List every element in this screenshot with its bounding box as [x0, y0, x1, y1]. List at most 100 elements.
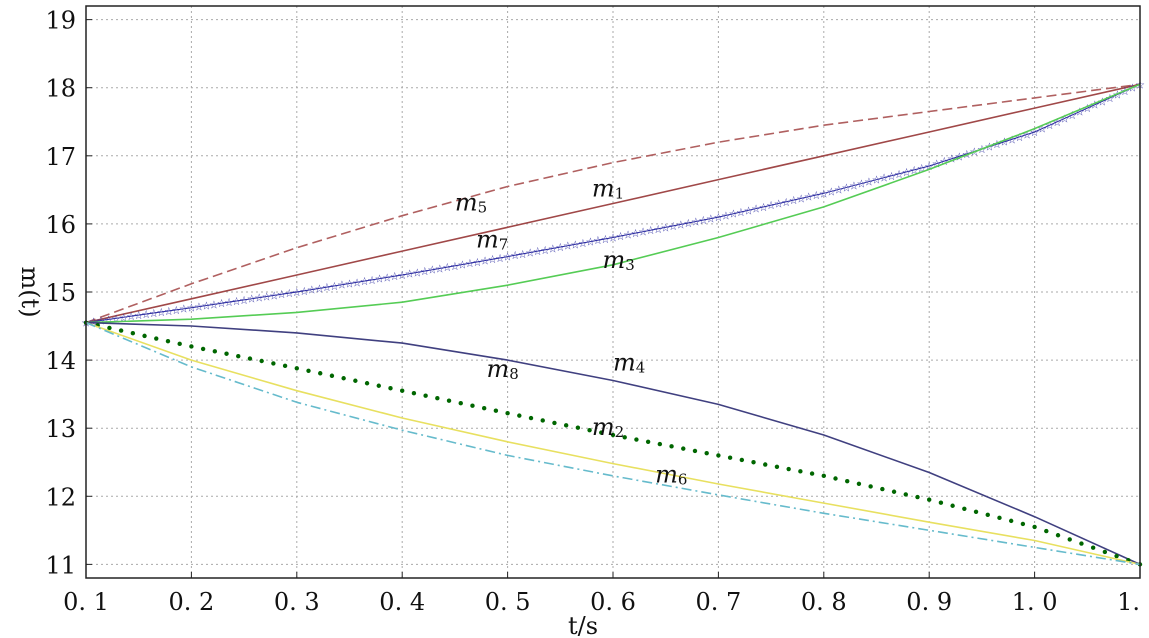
series-marker-m7: ☆	[698, 214, 708, 227]
series-marker-m8	[856, 481, 862, 487]
series-marker-m7: ☆	[857, 178, 867, 191]
series-marker-m7: ☆	[525, 247, 535, 260]
series-line-m6	[85, 321, 1141, 566]
series-marker-m8	[388, 386, 393, 391]
series-marker-m7: ☆	[1105, 92, 1115, 105]
series-marker-m7: ☆	[360, 275, 370, 288]
series-marker-m7: ☆	[186, 302, 196, 315]
series-marker-m8	[973, 509, 979, 514]
series-marker-m7: ☆	[954, 150, 964, 163]
series-marker-m7: ☆	[284, 287, 294, 300]
series-m8	[83, 320, 1143, 567]
series-marker-m7: ☆	[1000, 136, 1010, 149]
x-axis-ticks: 0. 1 0. 2 0. 3 0. 4 0. 5 0. 6 0. 7 0. 8 0. 9 1. 0…	[63, 572, 1149, 616]
series-marker-m7: ☆	[1045, 119, 1055, 132]
series-marker-m8	[458, 401, 463, 406]
series-marker-m8	[446, 398, 452, 403]
series-marker-m8	[927, 497, 932, 502]
series-marker-m7: ☆	[224, 296, 234, 309]
series-marker-m8	[200, 346, 206, 352]
series-marker-m8	[1020, 521, 1026, 527]
series-line-m4	[85, 321, 1141, 566]
series-marker-m7: ☆	[909, 164, 919, 177]
series-marker-m8	[306, 368, 311, 373]
series-marker-m8	[880, 486, 885, 492]
series-marker-m8	[271, 361, 276, 366]
series-label-main: m	[602, 246, 625, 274]
series-marker-m7: ☆	[894, 168, 904, 181]
series-marker-m7: ☆	[314, 282, 324, 295]
series-marker-m8	[423, 393, 428, 398]
series-marker-m8	[845, 478, 850, 484]
series-marker-m7: ☆	[194, 301, 204, 314]
series-marker-m7: ☆	[638, 226, 648, 239]
series-marker-m7: ☆	[729, 208, 739, 221]
series-marker-m7: ☆	[744, 204, 754, 217]
series-marker-m7: ☆	[1067, 109, 1077, 122]
series-marker-m7: ☆	[849, 179, 859, 192]
series-marker-m7: ☆	[1007, 133, 1017, 146]
series-marker-m7: ☆	[141, 308, 151, 321]
series-marker-m7: ☆	[1030, 126, 1040, 139]
series-marker-m8	[610, 432, 616, 438]
series-marker-m7: ☆	[616, 230, 626, 243]
series-label-sub: 8	[509, 365, 519, 383]
series-marker-m7: ☆	[495, 252, 505, 265]
series-marker-m8	[704, 450, 709, 456]
series-marker-m7: ☆	[872, 174, 882, 187]
series-marker-m7: ☆	[299, 285, 309, 298]
series-marker-m7: ☆	[247, 293, 257, 306]
series-marker-m7: ☆	[1082, 102, 1092, 115]
series-label-main: m	[592, 175, 615, 203]
series-marker-m8	[154, 336, 159, 341]
series-marker-m8	[903, 492, 908, 497]
series-marker-m7: ☆	[217, 297, 227, 310]
series-m4	[85, 321, 1141, 566]
series-marker-m8	[364, 381, 370, 386]
x-tick-label: 0. 9	[906, 588, 952, 616]
series-m2	[85, 321, 1141, 566]
series-marker-m7: ☆	[96, 315, 106, 328]
series-marker-m7: ☆	[412, 266, 422, 279]
series-label-sub: 4	[636, 358, 646, 376]
series-marker-m7: ☆	[736, 206, 746, 219]
series-marker-m8	[212, 349, 218, 354]
series-label-sub: 2	[615, 423, 625, 441]
series-marker-m7: ☆	[209, 298, 219, 311]
y-axis-title: m(t)	[16, 266, 44, 317]
y-tick-label: 18	[45, 75, 76, 103]
y-tick-label: 14	[45, 347, 76, 375]
series-marker-m7: ☆	[1037, 123, 1047, 136]
x-tick-label: 0. 4	[379, 588, 425, 616]
series-marker-m8	[376, 383, 381, 388]
series-marker-m7: ☆	[608, 232, 618, 245]
series-marker-m7: ☆	[984, 141, 994, 154]
series-line-m7	[85, 83, 1141, 324]
series-m1	[85, 83, 1141, 324]
series-marker-m7: ☆	[352, 276, 362, 289]
series-marker-m8	[868, 484, 873, 489]
series-marker-m8	[985, 512, 990, 518]
series-marker-m7: ☆	[382, 271, 392, 284]
series-marker-m7: ☆	[518, 248, 528, 261]
series-marker-m7: ☆	[766, 199, 776, 212]
series-marker-m7: ☆	[902, 166, 912, 179]
series-marker-m8	[809, 471, 815, 476]
series-line-m1	[85, 83, 1141, 324]
series-marker-m8	[645, 439, 651, 445]
series-marker-m8	[118, 328, 124, 333]
series-label-sub: 7	[499, 236, 509, 254]
series-label-sub: 5	[478, 198, 488, 216]
series-marker-m8	[563, 423, 569, 428]
x-tick-label: 0. 7	[696, 588, 742, 616]
series-marker-m7: ☆	[254, 292, 264, 305]
series-marker-m8	[938, 500, 944, 505]
series-marker-m7: ☆	[480, 255, 490, 268]
series-label-sub: 3	[625, 256, 635, 274]
series-marker-m7: ☆	[939, 155, 949, 168]
series-marker-m8	[282, 363, 288, 369]
series-marker-m7: ☆	[841, 181, 851, 194]
series-lines: ☆☆☆☆☆☆☆☆☆☆☆☆☆☆☆☆☆☆☆☆☆☆☆☆☆☆☆☆☆☆☆☆☆☆☆☆☆☆☆☆…	[81, 78, 1145, 567]
series-marker-m7: ☆	[345, 277, 355, 290]
